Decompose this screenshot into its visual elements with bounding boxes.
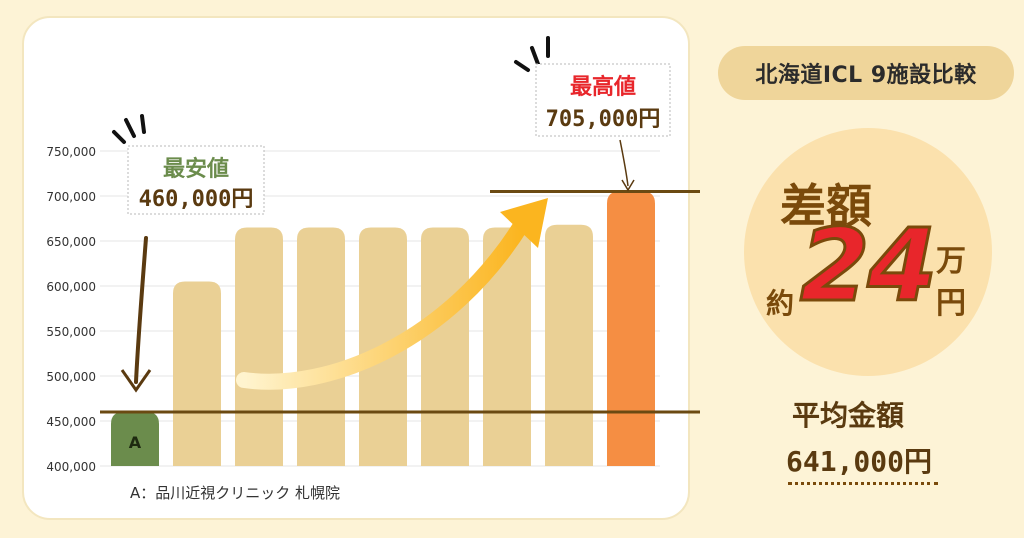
bar bbox=[421, 227, 469, 466]
y-tick-label: 700,000 bbox=[46, 190, 96, 204]
bar-category-label: A bbox=[129, 433, 142, 452]
emphasis-mark bbox=[140, 114, 146, 134]
chart-title: 北海道ICL 9施設比較 bbox=[718, 46, 1014, 100]
emphasis-mark bbox=[124, 118, 136, 138]
difference-unit-man: 万 bbox=[936, 244, 966, 279]
emphasis-mark bbox=[112, 130, 126, 144]
y-tick-label: 600,000 bbox=[46, 280, 96, 294]
highest-callout-box bbox=[535, 63, 671, 137]
emphasis-mark bbox=[514, 60, 530, 72]
y-tick-label: 650,000 bbox=[46, 235, 96, 249]
y-tick-label: 550,000 bbox=[46, 325, 96, 339]
y-tick-label: 450,000 bbox=[46, 415, 96, 429]
bar-highest bbox=[607, 191, 655, 466]
difference-unit-yen: 円 bbox=[936, 286, 966, 321]
bar bbox=[173, 281, 221, 466]
y-axis-ticks: 400,000 450,000 500,000 550,000 600,000 650,0… bbox=[46, 145, 96, 474]
lowest-callout-box bbox=[127, 145, 265, 215]
callouts: 最安値 460,000円 最高値 705,000円 A：品川近視クリニック 札幌… bbox=[127, 63, 671, 502]
bar-chart: 400,000 450,000 500,000 550,000 600,000 650,0… bbox=[46, 36, 700, 502]
y-tick-label: 500,000 bbox=[46, 370, 96, 384]
lowest-pointer-arrowhead bbox=[120, 369, 152, 393]
bar bbox=[297, 227, 345, 466]
difference-value: 24 bbox=[798, 207, 938, 324]
decorations bbox=[112, 36, 635, 393]
bar-lowest bbox=[111, 412, 159, 466]
difference-label: 差額 bbox=[780, 179, 872, 233]
bar bbox=[545, 224, 593, 466]
y-tick-label: 400,000 bbox=[46, 460, 96, 474]
bars: A bbox=[111, 191, 655, 466]
average-label: 平均金額 bbox=[792, 399, 905, 432]
highest-pointer-arrowhead bbox=[621, 179, 635, 192]
highest-label: 最高値 bbox=[570, 74, 636, 100]
average-underline bbox=[788, 482, 938, 485]
highest-pointer-arrow bbox=[619, 139, 629, 187]
difference-circle bbox=[744, 128, 992, 376]
lowest-label: 最安値 bbox=[163, 156, 229, 182]
average-value: 641,000円 bbox=[786, 445, 933, 478]
trend-arrow-body bbox=[236, 216, 530, 390]
difference-prefix: 約 bbox=[766, 287, 795, 320]
bar bbox=[483, 227, 531, 466]
lowest-pointer-arrow bbox=[134, 236, 148, 384]
bar bbox=[235, 227, 283, 466]
lowest-value: 460,000円 bbox=[139, 187, 254, 212]
trend-arrow-head bbox=[500, 198, 548, 248]
highest-value: 705,000円 bbox=[546, 107, 661, 132]
reference-lines bbox=[100, 190, 700, 414]
footnote: A：品川近視クリニック 札幌院 bbox=[130, 484, 340, 502]
y-tick-label: 750,000 bbox=[46, 145, 96, 159]
emphasis-mark bbox=[530, 46, 540, 66]
